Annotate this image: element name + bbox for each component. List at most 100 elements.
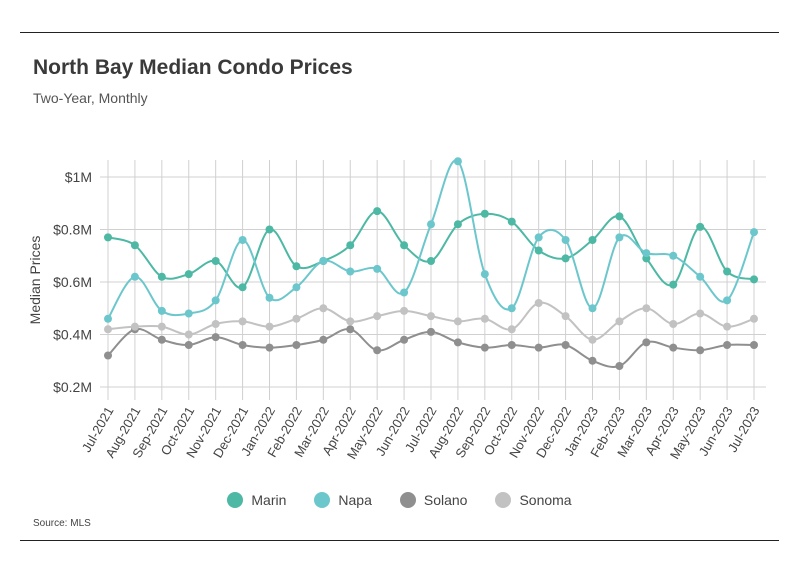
data-point-napa (373, 264, 382, 273)
data-point-napa (400, 288, 409, 297)
y-tick-label: $1M (65, 169, 92, 185)
data-point-sonoma (453, 317, 462, 326)
data-point-napa (292, 283, 301, 292)
data-point-solano (157, 335, 166, 344)
data-point-napa (319, 257, 328, 265)
data-point-solano (238, 341, 247, 349)
grid (100, 160, 766, 400)
data-point-sonoma (750, 314, 758, 323)
data-point-solano (104, 351, 112, 360)
data-point-solano (427, 327, 435, 336)
y-tick-label: $0.6M (53, 274, 92, 290)
data-point-marin (238, 283, 247, 292)
data-point-sonoma (400, 306, 409, 315)
data-point-solano (265, 343, 274, 352)
data-point-marin (184, 270, 193, 279)
data-point-marin (104, 233, 112, 242)
data-point-solano (480, 343, 489, 352)
legend-swatch (314, 492, 331, 508)
data-point-marin (507, 217, 516, 226)
data-point-solano (400, 335, 409, 344)
bottom-rule (20, 540, 779, 541)
data-point-marin (696, 222, 705, 231)
data-point-marin (615, 212, 624, 221)
data-point-marin (750, 275, 758, 284)
data-point-sonoma (534, 299, 543, 307)
y-tick-label: $0.8M (53, 222, 92, 238)
data-point-sonoma (642, 304, 651, 313)
legend: Marin Napa Solano Sonoma (0, 492, 799, 508)
data-point-napa (130, 272, 139, 281)
data-point-marin (265, 225, 274, 234)
data-point-marin (130, 241, 139, 250)
data-point-sonoma (561, 312, 570, 321)
data-point-sonoma (157, 322, 166, 331)
top-rule (20, 32, 779, 33)
data-point-marin (588, 236, 597, 244)
data-point-sonoma (507, 325, 516, 334)
data-point-solano (615, 362, 624, 370)
x-axis-ticks: Jul-2021Aug-2021Sep-2021Oct-2021Nov-2021… (79, 404, 763, 462)
data-point-napa (480, 270, 489, 279)
data-point-solano (534, 343, 543, 352)
data-point-napa (211, 296, 220, 305)
data-point-marin (346, 241, 355, 250)
data-point-solano (292, 341, 301, 349)
data-point-sonoma (130, 322, 139, 331)
data-point-sonoma (104, 325, 112, 334)
legend-item-solano: Solano (399, 492, 468, 508)
data-point-marin (157, 272, 166, 281)
chart-title: North Bay Median Condo Prices (33, 56, 353, 79)
y-tick-label: $0.4M (53, 327, 92, 343)
data-point-solano (696, 346, 705, 355)
data-point-napa (427, 220, 435, 229)
data-point-napa (184, 309, 193, 318)
data-point-napa (750, 228, 758, 237)
data-point-sonoma (211, 320, 220, 328)
data-point-napa (561, 236, 570, 244)
data-point-sonoma (238, 317, 247, 326)
data-point-solano (319, 335, 328, 344)
source-note: Source: MLS (33, 518, 91, 529)
data-point-napa (534, 233, 543, 242)
legend-label: Solano (423, 492, 468, 508)
data-point-sonoma (480, 314, 489, 323)
legend-swatch (495, 492, 512, 508)
data-point-marin (453, 220, 462, 229)
data-point-solano (588, 356, 597, 365)
data-point-marin (723, 267, 732, 276)
data-point-solano (507, 341, 516, 349)
data-point-solano (561, 341, 570, 349)
data-point-sonoma (319, 304, 328, 313)
data-point-napa (346, 267, 355, 276)
data-point-marin (534, 246, 543, 255)
data-point-marin (211, 257, 220, 265)
data-point-marin (427, 257, 435, 265)
data-point-solano (642, 338, 651, 347)
data-point-napa (723, 296, 732, 305)
legend-swatch (227, 492, 244, 508)
data-point-sonoma (346, 317, 355, 326)
data-point-marin (292, 262, 301, 271)
data-point-napa (669, 251, 678, 260)
legend-label: Sonoma (519, 492, 572, 508)
data-point-sonoma (427, 312, 435, 321)
data-point-napa (265, 293, 274, 302)
data-point-sonoma (373, 312, 382, 321)
data-point-solano (211, 333, 220, 342)
data-point-napa (696, 272, 705, 281)
data-point-marin (373, 207, 382, 216)
data-point-solano (184, 341, 193, 349)
data-point-napa (104, 314, 112, 323)
data-point-solano (750, 341, 758, 349)
legend-item-marin: Marin (227, 492, 286, 508)
data-point-solano (723, 341, 732, 349)
data-point-solano (373, 346, 382, 355)
data-point-solano (346, 325, 355, 334)
chart-subtitle: Two-Year, Monthly (33, 90, 148, 106)
y-axis-ticks: $0.2M $0.4M $0.6M $0.8M $1M (53, 169, 92, 395)
legend-label: Napa (338, 492, 372, 508)
data-point-sonoma (615, 317, 624, 326)
legend-item-sonoma: Sonoma (495, 492, 572, 508)
